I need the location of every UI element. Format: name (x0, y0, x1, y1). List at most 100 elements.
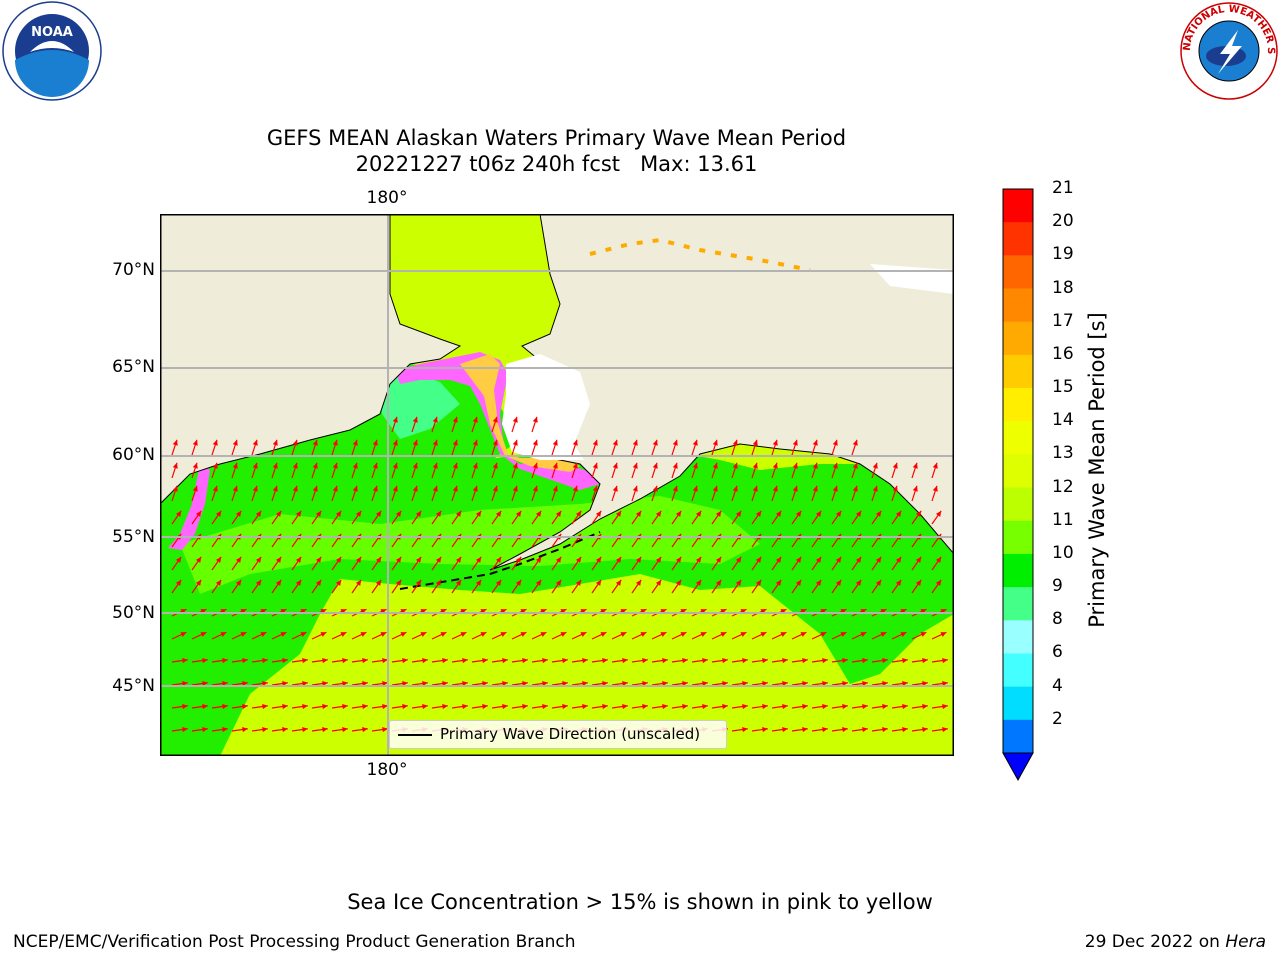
colorbar-tick-label: 8 (1052, 609, 1063, 630)
wave-arrow-head (720, 609, 727, 614)
wave-arrow-head (855, 579, 862, 586)
wave-arrow-head (340, 632, 347, 637)
wave-arrow-head (762, 703, 768, 710)
wave-arrow-head (862, 680, 868, 687)
wave-arrow-head (435, 556, 442, 563)
wave-arrow-head (560, 632, 567, 637)
colorbar-tick-label: 6 (1052, 642, 1063, 663)
wave-arrow-head (202, 680, 208, 687)
wave-arrow-head (902, 726, 908, 733)
wave-arrow-head (575, 556, 582, 563)
wave-arrow-head (852, 485, 858, 492)
wave-arrow-head (202, 657, 208, 664)
wave-arrow-head (940, 632, 947, 637)
wave-arrow-head (315, 510, 322, 517)
wave-arrow-head (195, 510, 202, 517)
wave-arrow-head (275, 579, 282, 586)
map (160, 214, 954, 756)
wave-arrow-head (922, 703, 928, 710)
wave-arrow-head (792, 485, 798, 492)
wave-arrow-head (662, 703, 668, 710)
land-siberia (160, 214, 462, 505)
wave-arrow-head (602, 657, 608, 664)
wave-arrow-head (452, 462, 458, 469)
colorbar-tick-label: 18 (1052, 277, 1074, 298)
colorbar-tick-label: 11 (1052, 509, 1074, 530)
colorbar-bin (1003, 719, 1033, 754)
wave-arrow-head (362, 703, 368, 710)
wave-arrow-head (492, 439, 498, 446)
wave-arrow-head (762, 680, 768, 687)
lat-label-50n: 50°N (112, 603, 155, 623)
wave-arrow-head (632, 485, 638, 492)
wave-arrow-head (612, 462, 618, 469)
wave-arrow-head (662, 657, 668, 664)
wave-arrow-head (172, 439, 178, 446)
wave-arrow-head (595, 579, 602, 586)
colorbar-bin (1003, 321, 1033, 356)
wave-arrow-head (532, 462, 538, 469)
wave-arrow-head (495, 579, 502, 586)
wave-arrow-head (375, 556, 382, 563)
wave-arrow-head (302, 703, 308, 710)
wave-arrow-head (842, 680, 848, 687)
wave-arrow-head (840, 609, 847, 614)
wave-arrow-head (582, 680, 588, 687)
wave-arrow-head (592, 439, 598, 446)
wave-arrow-head (792, 462, 798, 469)
footer-host: Hera (1225, 932, 1266, 952)
wave-arrow-head (860, 609, 867, 614)
wave-arrow-head (182, 703, 188, 710)
colorbar-tick-label: 9 (1052, 576, 1063, 597)
wave-arrow-head (512, 485, 518, 492)
wave-arrow-head (420, 609, 427, 614)
wave-arrow-head (742, 680, 748, 687)
wave-arrow-head (535, 556, 542, 563)
wave-arrow-head (920, 609, 927, 614)
wave-arrow-head (672, 439, 678, 446)
wave-arrow-head (320, 632, 327, 637)
wave-arrow-head (315, 556, 322, 563)
wave-arrow-head (482, 680, 488, 687)
wave-arrow-head (815, 510, 822, 517)
wave-arrow-head (302, 726, 308, 733)
wave-arrow-head (302, 680, 308, 687)
wave-arrow-head (712, 439, 718, 446)
wave-arrow-head (252, 462, 258, 469)
wave-arrow-head (455, 510, 462, 517)
wave-arrow-head (280, 609, 287, 614)
wave-arrow-head (920, 632, 927, 637)
wave-arrow-head (402, 680, 408, 687)
wave-arrow-head (815, 556, 822, 563)
wave-arrow-head (382, 726, 388, 733)
wave-arrow-head (332, 439, 338, 446)
colorbar (1002, 188, 1034, 782)
colorbar-tick-label: 17 (1052, 310, 1074, 331)
wave-arrow-head (755, 556, 762, 563)
wave-arrow-head (552, 485, 558, 492)
wave-arrow-head (442, 657, 448, 664)
wave-arrow-head (212, 462, 218, 469)
wave-arrow-head (192, 485, 198, 492)
map-legend: Primary Wave Direction (unscaled) (389, 720, 727, 749)
wave-arrow-head (555, 556, 562, 563)
wave-arrow-head (540, 632, 547, 637)
wave-arrow-head (400, 609, 407, 614)
wave-arrow-head (552, 439, 558, 446)
wave-arrow-head (595, 510, 602, 517)
wave-arrow-head (915, 510, 922, 517)
wave-arrow-head (422, 703, 428, 710)
ice-covered-water (502, 354, 590, 460)
noaa-logo: NOAA (2, 1, 102, 101)
wave-arrow-head (715, 510, 722, 517)
wave-arrow-head (472, 416, 478, 423)
wave-arrow-head (775, 510, 782, 517)
wave-arrow-head (432, 462, 438, 469)
wave-arrow-head (342, 680, 348, 687)
wave-arrow-head (635, 556, 642, 563)
wave-arrow-head (672, 485, 678, 492)
wave-arrow-head (360, 632, 367, 637)
wave-arrow-head (515, 556, 522, 563)
wave-arrow-head (200, 632, 207, 637)
wave-arrow-head (675, 510, 682, 517)
